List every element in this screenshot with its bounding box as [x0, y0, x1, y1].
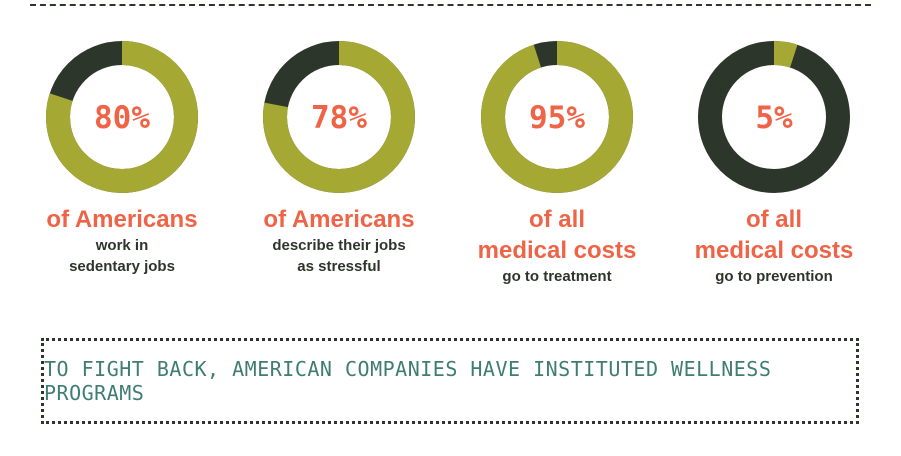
donut-chart: 80%	[46, 41, 198, 193]
stat-description: go to treatment	[467, 266, 647, 287]
banner-text: TO FIGHT BACK, AMERICAN COMPANIES HAVE I…	[44, 357, 772, 405]
stat-headline-line: medical costs	[694, 237, 854, 264]
donut-chart: 78%	[263, 41, 415, 193]
wellness-banner: TO FIGHT BACK, AMERICAN COMPANIES HAVE I…	[41, 338, 859, 424]
percent-label: 5%	[755, 100, 793, 136]
stat-description: go to prevention	[684, 266, 864, 287]
stat-description-line: as stressful	[297, 258, 381, 275]
stat-description-line: sedentary jobs	[69, 258, 175, 275]
stat-headline: of Americans	[249, 204, 429, 235]
stat-headline-line: of Americans	[263, 206, 415, 233]
stat-headline-line: of Americans	[46, 206, 198, 233]
stat-headline-line: of all	[528, 206, 585, 233]
donut-value-arc	[263, 41, 415, 193]
stat-description-line: describe their jobs	[272, 237, 406, 254]
percent-label: 78%	[311, 100, 367, 136]
stat-card: 5% of all medical costs go to prevention	[684, 40, 864, 310]
stat-headline: of all medical costs	[684, 204, 864, 266]
stat-description-line: go to prevention	[715, 268, 833, 285]
percent-label: 80%	[94, 100, 150, 136]
stat-description: work in sedentary jobs	[32, 235, 212, 277]
donut-value-arc	[698, 41, 850, 193]
stat-headline-line: of all	[745, 206, 802, 233]
top-dashed-divider	[30, 4, 871, 6]
stat-headline: of all medical costs	[467, 204, 647, 266]
donut-value-arc	[46, 41, 198, 193]
stat-headline-line: medical costs	[477, 237, 637, 264]
donut-value-arc	[481, 41, 633, 193]
percent-label: 95%	[529, 100, 585, 136]
donut-chart: 5%	[698, 41, 850, 193]
stat-description-line: go to treatment	[502, 268, 612, 285]
stat-description-line: work in	[95, 237, 149, 254]
stat-description: describe their jobs as stressful	[249, 235, 429, 277]
stats-row: 80% of Americans work in sedentary jobs …	[32, 40, 864, 310]
stat-card: 78% of Americans describe their jobs as …	[249, 40, 429, 310]
stat-card: 95% of all medical costs go to treatment	[467, 40, 647, 310]
stat-card: 80% of Americans work in sedentary jobs	[32, 40, 212, 310]
stat-headline: of Americans	[32, 204, 212, 235]
donut-chart: 95%	[481, 41, 633, 193]
